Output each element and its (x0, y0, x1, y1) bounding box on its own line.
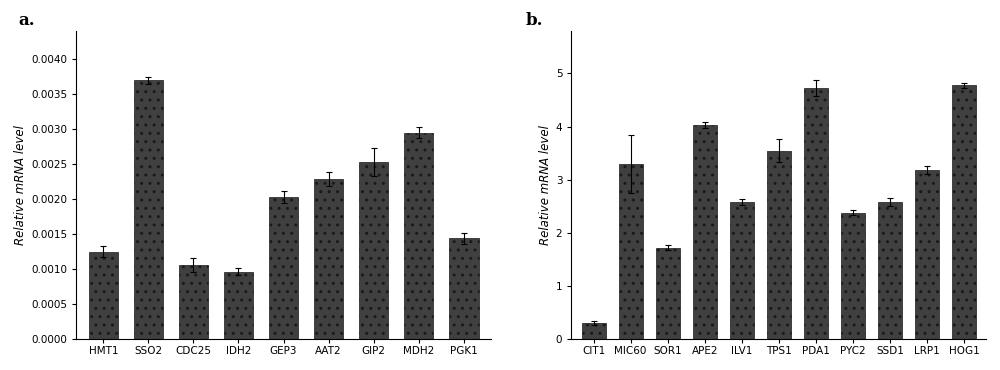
Bar (619, 164, 643, 339)
Bar (224, 272, 253, 339)
Bar (359, 162, 388, 339)
Bar (952, 85, 976, 339)
Bar (841, 213, 865, 339)
Bar (767, 151, 791, 339)
Bar (693, 125, 717, 339)
Bar (314, 179, 343, 339)
Bar (878, 202, 902, 339)
Bar (915, 170, 939, 339)
Y-axis label: Relative mRNA level: Relative mRNA level (14, 125, 27, 245)
Bar (656, 248, 680, 339)
Text: a.: a. (18, 13, 35, 30)
Text: b.: b. (526, 13, 543, 30)
Bar (449, 238, 479, 339)
Bar (269, 197, 298, 339)
Bar (582, 323, 606, 339)
Bar (179, 265, 208, 339)
Bar (89, 252, 118, 339)
Bar (730, 202, 754, 339)
Y-axis label: Relative mRNA level: Relative mRNA level (539, 125, 552, 245)
Bar (404, 132, 433, 339)
Bar (804, 88, 828, 339)
Bar (134, 80, 163, 339)
